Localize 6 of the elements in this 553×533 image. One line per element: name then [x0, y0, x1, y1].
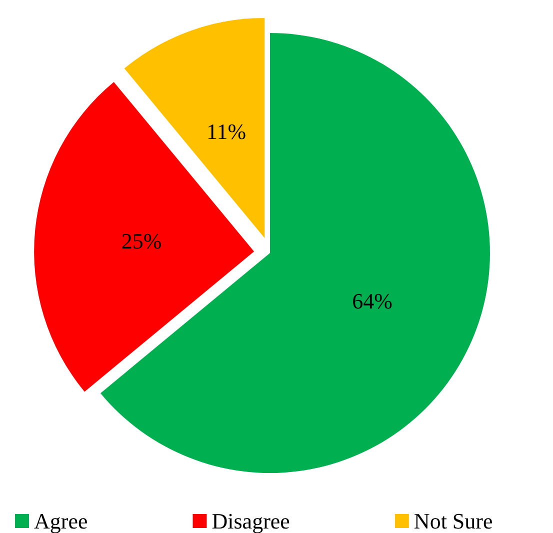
data-label: 25%: [121, 228, 162, 254]
legend-label: Disagree: [212, 508, 290, 533]
legend-label: Agree: [34, 508, 88, 533]
data-label: 11%: [206, 119, 246, 144]
data-label: 64%: [352, 288, 392, 314]
legend-label: Not Sure: [414, 508, 493, 533]
